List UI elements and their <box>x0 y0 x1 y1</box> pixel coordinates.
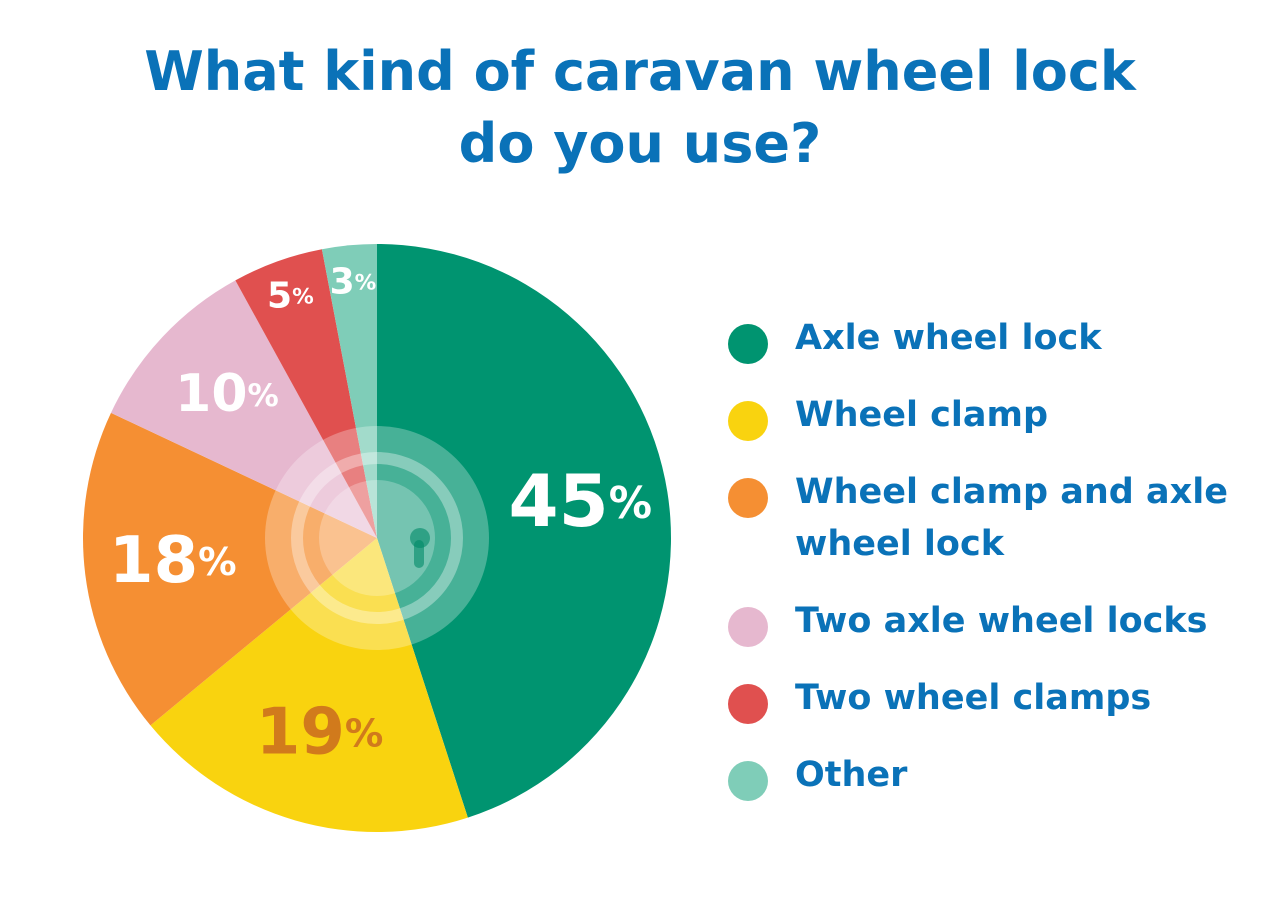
legend-label: Axle wheel lock <box>795 318 1102 358</box>
data-label: 10% <box>175 364 279 424</box>
pie-slice <box>82 412 377 726</box>
pie-slice <box>110 280 378 538</box>
legend-label: Wheel clamp <box>795 395 1049 435</box>
legend-swatch <box>728 478 768 518</box>
data-label: 19% <box>256 695 384 769</box>
pie-slice <box>321 244 377 538</box>
legend-swatch <box>728 401 768 441</box>
data-label: 3% <box>330 261 377 302</box>
pie-slice <box>377 244 671 818</box>
data-label: 5% <box>267 275 314 316</box>
legend-label: Two wheel clamps <box>795 678 1152 718</box>
legend-item: Axle wheel lock <box>728 312 1258 364</box>
lock-icon <box>265 426 489 650</box>
data-label: 45% <box>509 458 652 542</box>
legend-swatch <box>728 607 768 647</box>
legend-item: Other <box>728 749 1258 801</box>
legend-swatch <box>728 324 768 364</box>
pie-slice <box>235 249 377 538</box>
legend-item: Two wheel clamps <box>728 672 1258 724</box>
pie-slice <box>150 538 468 832</box>
legend-label: Two axle wheel locks <box>795 601 1208 641</box>
legend-label: Wheel clamp and axle wheel lock <box>795 472 1228 564</box>
chart: 45% 19% 18% 10% 5% 3% <box>82 244 671 832</box>
legend-item: Wheel clamp and axle wheel lock <box>728 466 1258 570</box>
chart-title: What kind of caravan wheel lock do you u… <box>144 40 1136 175</box>
legend-swatch <box>728 761 768 801</box>
legend-swatch <box>728 684 768 724</box>
legend: Axle wheel lock Wheel clamp Wheel clamp an… <box>728 312 1258 826</box>
legend-label: Other <box>795 755 908 795</box>
legend-item: Two axle wheel locks <box>728 595 1258 647</box>
legend-item: Wheel clamp <box>728 389 1258 441</box>
data-label: 18% <box>109 523 237 597</box>
